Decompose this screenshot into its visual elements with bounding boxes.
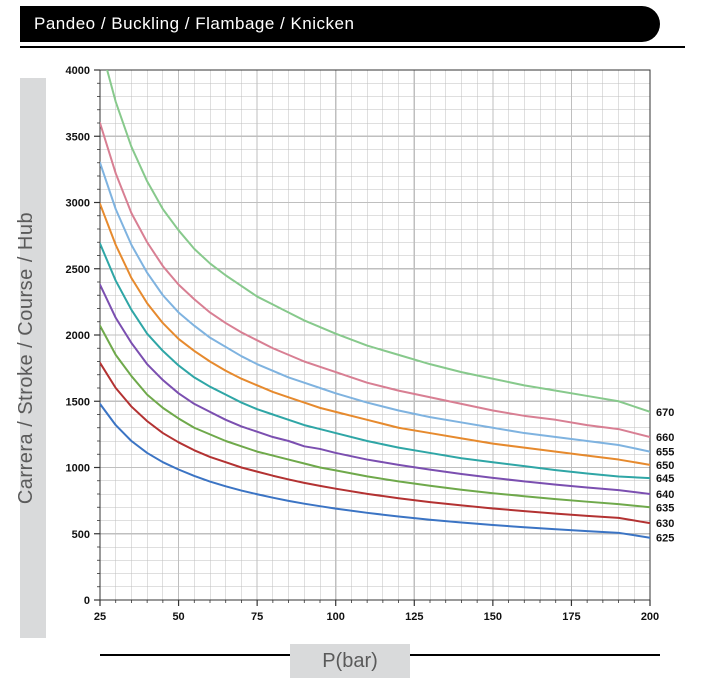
x-axis-label: P(bar): [290, 644, 410, 678]
title-bar: Pandeo / Buckling / Flambage / Knicken: [20, 6, 660, 42]
chart-container: 2550751001251501752000500100015002000250…: [50, 60, 690, 640]
svg-text:2000: 2000: [66, 330, 90, 342]
svg-text:655: 655: [656, 447, 674, 459]
title-text: Pandeo / Buckling / Flambage / Knicken: [34, 14, 354, 33]
svg-text:3500: 3500: [66, 131, 90, 143]
svg-text:100: 100: [327, 611, 345, 623]
svg-text:625: 625: [656, 533, 674, 545]
svg-text:50: 50: [172, 611, 184, 623]
svg-text:670: 670: [656, 407, 674, 419]
svg-text:635: 635: [656, 502, 674, 514]
svg-text:150: 150: [484, 611, 502, 623]
svg-text:2500: 2500: [66, 264, 90, 276]
y-axis-label: Carrera / Stroke / Course / Hub: [8, 78, 44, 638]
svg-text:500: 500: [72, 529, 90, 541]
svg-text:1500: 1500: [66, 396, 90, 408]
svg-text:1000: 1000: [66, 463, 90, 475]
page: Pandeo / Buckling / Flambage / Knicken C…: [0, 0, 703, 699]
svg-text:645: 645: [656, 473, 674, 485]
svg-text:0: 0: [84, 595, 90, 607]
svg-text:630: 630: [656, 518, 674, 530]
svg-text:3000: 3000: [66, 198, 90, 210]
buckling-chart: 2550751001251501752000500100015002000250…: [50, 60, 690, 640]
svg-text:4000: 4000: [66, 65, 90, 77]
svg-text:640: 640: [656, 489, 674, 501]
title-underline: [20, 46, 685, 48]
svg-text:25: 25: [94, 611, 106, 623]
svg-text:125: 125: [405, 611, 423, 623]
svg-text:175: 175: [562, 611, 580, 623]
svg-text:75: 75: [251, 611, 263, 623]
svg-text:200: 200: [641, 611, 659, 623]
svg-text:660: 660: [656, 432, 674, 444]
svg-text:650: 650: [656, 460, 674, 472]
